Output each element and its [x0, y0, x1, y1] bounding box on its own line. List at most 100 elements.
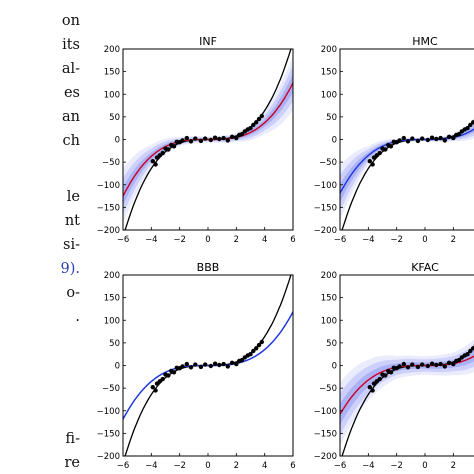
data-point: [465, 126, 470, 131]
panel-title: HMC: [412, 35, 438, 48]
data-point: [254, 346, 259, 351]
chart-panel-inf: −6 −4 −2 0 2 4 6 −200 −150 −100 −50 0 50 100 150 200 INF: [97, 35, 296, 245]
y-tick-label: 200: [104, 45, 120, 55]
data-point: [150, 385, 155, 390]
x-tick-label: −2: [173, 461, 186, 471]
uncertainty-band: [340, 119, 474, 221]
uncertainty-band: [340, 339, 474, 446]
data-point: [456, 357, 462, 363]
text-line-fragment: le: [66, 189, 80, 205]
y-tick-label: 150: [321, 294, 337, 304]
data-point: [153, 388, 158, 393]
y-tick-label: −50: [319, 384, 337, 394]
data-point: [150, 159, 155, 164]
y-tick-label: 0: [115, 136, 120, 146]
data-point: [420, 136, 425, 141]
chart-panel-kfac: −6−4−20246−200−150−100−50050100150200KFA…: [314, 261, 474, 471]
data-point: [377, 376, 382, 382]
data-point: [471, 346, 474, 351]
y-tick-label: −150: [314, 203, 337, 213]
x-tick-label: −4: [145, 461, 158, 471]
data-point: [203, 362, 208, 367]
data-point: [256, 342, 262, 348]
data-point: [383, 147, 388, 152]
x-tick-label: −6: [334, 235, 347, 245]
y-tick-label: −50: [102, 158, 120, 168]
data-point: [180, 364, 185, 369]
y-tick-label: 100: [321, 316, 337, 326]
data-point: [383, 373, 388, 378]
y-tick-label: −150: [314, 429, 337, 439]
data-point: [415, 138, 421, 144]
y-tick-label: 50: [109, 113, 120, 123]
data-point: [208, 137, 213, 143]
y-tick-label: 100: [321, 90, 337, 100]
y-tick-label: −100: [97, 181, 120, 191]
text-line-fragment: si-: [63, 237, 80, 253]
data-point: [166, 147, 171, 152]
y-tick-label: −200: [314, 452, 337, 462]
data-point: [367, 385, 372, 390]
panel-title: INF: [199, 35, 217, 48]
text-line-fragment: al-: [61, 61, 80, 77]
data-point: [388, 370, 394, 375]
y-tick-label: −200: [314, 226, 337, 236]
x-tick-label: 0: [205, 461, 210, 471]
y-tick-label: 100: [104, 90, 120, 100]
data-point: [468, 348, 473, 354]
y-tick-label: 100: [104, 316, 120, 326]
y-tick-label: 200: [104, 271, 120, 281]
plot-area: [340, 339, 474, 456]
plot-area: [340, 118, 474, 230]
data-point: [217, 362, 222, 368]
text-line-fragment: its: [62, 37, 80, 53]
x-tick-label: 0: [205, 235, 210, 245]
x-tick-label: −2: [390, 235, 403, 245]
text-line-fragment: .: [75, 309, 80, 325]
x-tick-label: 6: [290, 235, 295, 245]
y-tick-label: 0: [332, 362, 337, 372]
y-tick-label: 150: [104, 294, 120, 304]
data-point: [229, 134, 235, 139]
x-tick-label: −2: [173, 235, 186, 245]
text-line-fragment: 9).: [60, 261, 81, 277]
y-tick-label: −100: [314, 181, 337, 191]
data-point: [429, 135, 435, 140]
text-line-fragment: on: [61, 13, 80, 29]
data-point: [254, 120, 259, 125]
data-point: [203, 136, 208, 141]
data-point: [446, 134, 452, 139]
text-line-fragment: an: [62, 109, 80, 125]
x-tick-label: 4: [262, 235, 267, 245]
data-point: [248, 126, 253, 131]
data-point: [442, 138, 447, 143]
predictive-mean-curve: [123, 311, 293, 420]
data-point: [251, 348, 256, 354]
data-point: [370, 162, 375, 167]
data-point: [184, 361, 189, 367]
data-point: [471, 120, 474, 125]
data-point: [401, 361, 406, 367]
x-tick-label: 2: [451, 461, 456, 471]
data-point: [429, 361, 435, 366]
data-point: [180, 138, 185, 143]
panel-title: KFAC: [411, 261, 439, 274]
data-point: [425, 137, 430, 143]
data-point: [446, 360, 452, 365]
data-point: [451, 361, 456, 367]
data-point: [405, 139, 411, 144]
data-point: [377, 150, 382, 156]
data-point: [184, 135, 189, 141]
data-point: [248, 352, 253, 357]
data-point: [193, 136, 198, 141]
data-point: [239, 131, 245, 137]
data-point: [188, 365, 194, 370]
x-tick-label: −4: [362, 235, 375, 245]
data-point: [188, 139, 194, 144]
data-point: [256, 116, 262, 122]
x-tick-label: 2: [234, 461, 239, 471]
y-tick-label: 200: [321, 45, 337, 55]
y-tick-label: −50: [102, 384, 120, 394]
y-tick-label: −200: [97, 226, 120, 236]
